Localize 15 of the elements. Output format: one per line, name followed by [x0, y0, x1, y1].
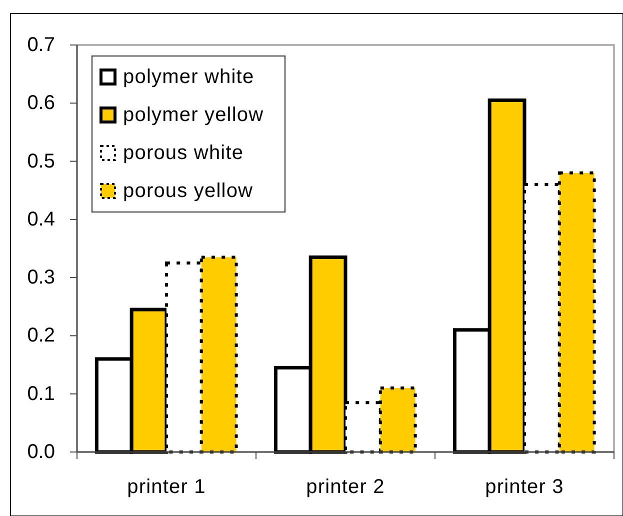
legend-label: porous white	[123, 142, 244, 164]
y-tick-label: 0.5	[27, 150, 55, 172]
y-tick-label: 0.3	[27, 266, 55, 289]
y-tick-label: 0.4	[27, 208, 55, 230]
x-tick-label: printer 2	[306, 476, 385, 498]
legend-label: polymer white	[123, 66, 254, 88]
y-tick-label: 0.0	[27, 441, 55, 463]
y-tick-label: 0.1	[27, 382, 55, 405]
legend-label: polymer yellow	[123, 104, 264, 126]
y-tick-label: 0.2	[27, 324, 55, 347]
legend-label: porous yellow	[123, 180, 254, 202]
x-tick-label: printer 1	[127, 476, 206, 498]
y-tick-label: 0.7	[27, 34, 55, 56]
y-tick-label: 0.6	[27, 92, 55, 114]
x-tick-label: printer 3	[485, 476, 564, 498]
